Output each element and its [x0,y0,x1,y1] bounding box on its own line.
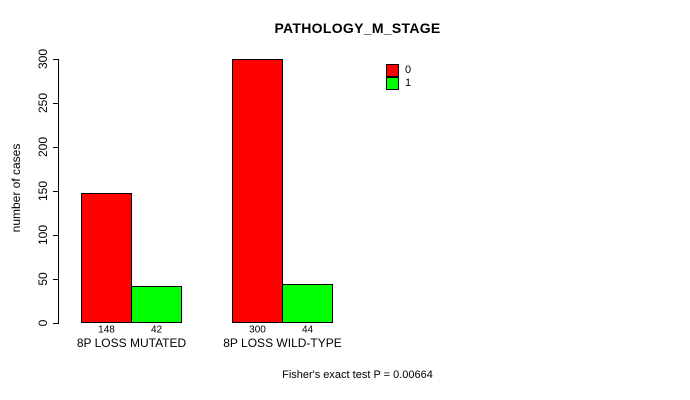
y-tick-mark [53,58,58,60]
y-tick-mark [53,190,58,192]
y-axis-label: number of cases [9,143,23,233]
y-tick-label: 100 [36,224,50,246]
y-tick-mark [53,146,58,148]
bar-value-label: 300 [249,324,266,336]
legend-label: 0 [405,64,412,76]
legend-label: 1 [405,77,412,89]
y-axis-line [58,59,59,324]
chart-title: PATHOLOGY_M_STAGE [274,20,441,36]
bar-value-label: 42 [150,324,163,336]
legend-swatch [386,64,399,77]
category-label: 8P LOSS MUTATED [76,336,187,350]
y-tick-label: 200 [36,136,50,158]
y-tick-label: 300 [36,48,50,70]
y-tick-mark [53,322,58,324]
y-tick-label: 150 [36,180,50,202]
bar-series-0-group-0 [81,192,132,323]
y-tick-label: 250 [36,92,50,114]
bar-value-label: 44 [301,324,314,336]
legend-row: 1 [386,77,411,90]
legend-row: 0 [386,64,411,77]
y-tick-mark [53,102,58,104]
y-tick-mark [53,278,58,280]
fisher-test-annotation: Fisher's exact test P = 0.00664 [282,369,433,381]
category-label: 8P LOSS WILD-TYPE [223,336,342,350]
y-tick-label: 50 [36,272,50,286]
bar-value-label: 148 [98,324,115,336]
legend-swatch [386,77,399,90]
bar-series-1-group-0 [131,286,182,323]
y-tick-mark [53,234,58,236]
y-tick-label: 0 [36,319,50,327]
bar-series-0-group-1 [232,59,283,323]
bar-series-1-group-1 [282,284,333,323]
